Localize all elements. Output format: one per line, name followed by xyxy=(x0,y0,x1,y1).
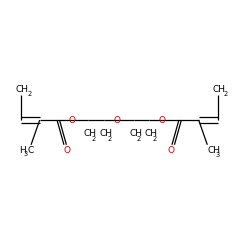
Text: 2: 2 xyxy=(137,136,141,141)
Text: CH: CH xyxy=(16,85,29,94)
Text: CH: CH xyxy=(208,146,221,156)
Text: 2: 2 xyxy=(92,136,96,141)
Text: CH: CH xyxy=(129,129,142,138)
Text: O: O xyxy=(113,116,120,124)
Text: 2: 2 xyxy=(107,136,112,141)
Text: H: H xyxy=(19,146,26,156)
Text: CH: CH xyxy=(212,85,225,94)
Text: 2: 2 xyxy=(224,91,228,97)
Text: 2: 2 xyxy=(27,91,32,97)
Text: C: C xyxy=(27,146,34,156)
Text: O: O xyxy=(168,146,175,156)
Text: CH: CH xyxy=(145,129,158,138)
Text: CH: CH xyxy=(100,129,112,138)
Text: O: O xyxy=(64,146,70,156)
Text: O: O xyxy=(158,116,166,124)
Text: 3: 3 xyxy=(216,152,220,158)
Text: 2: 2 xyxy=(152,136,157,141)
Text: CH: CH xyxy=(84,129,97,138)
Text: 3: 3 xyxy=(24,151,28,157)
Text: O: O xyxy=(68,116,75,124)
